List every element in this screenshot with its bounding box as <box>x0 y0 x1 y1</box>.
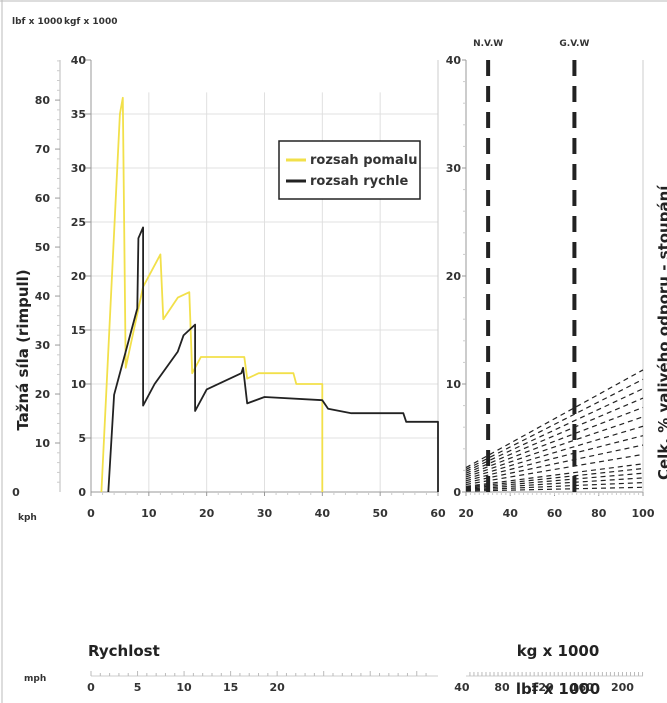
grade-line <box>466 478 643 489</box>
left-y-tick-label: 30 <box>35 339 51 352</box>
x-tick-label: 60 <box>430 507 446 520</box>
grade-line <box>466 407 643 475</box>
x-tick-label: 30 <box>257 507 273 520</box>
inner-axis-unit-1: kgf x 1000 <box>64 17 117 27</box>
x-unit-secondary: mph <box>24 674 46 684</box>
series-line-1 <box>108 227 438 492</box>
inner-y-tick-label: 10 <box>71 378 87 391</box>
right-y-tick-label: 20 <box>446 270 462 283</box>
left-y-tick-label: 20 <box>35 388 51 401</box>
left-axis-unit-1: lbf x 1000 <box>12 17 63 27</box>
vertical-marker-label: N.V.W <box>473 39 503 49</box>
vertical-marker-label: G.V.W <box>559 39 589 49</box>
grade-line <box>466 487 643 491</box>
right-y-tick-label: 10 <box>446 378 462 391</box>
left-y-tick-label: 80 <box>35 94 51 107</box>
left-y-tick-label: 70 <box>35 143 51 156</box>
inner-y-tick-label: 25 <box>71 216 86 229</box>
y-axis-title: Tažná síla (rimpull) <box>14 269 32 430</box>
grade-line <box>466 398 643 473</box>
lbf-tick-label: 80 <box>494 681 510 694</box>
grade-line <box>466 389 643 472</box>
mph-tick-label: 10 <box>176 681 192 694</box>
x-unit-primary: kph <box>18 513 37 523</box>
right-y-tick-label: 40 <box>446 54 462 67</box>
inner-y-tick-label: 15 <box>71 324 86 337</box>
left-y-tick-label: 50 <box>35 241 51 254</box>
right-y-tick-label: 30 <box>446 162 462 175</box>
x-tick-label: 20 <box>199 507 215 520</box>
right-y-axis-title: Celk. % valivého odporu - stoupání <box>655 185 667 480</box>
legend-box <box>279 141 420 199</box>
x-tick-label: 0 <box>87 507 95 520</box>
inner-y-tick-label: 0 <box>78 486 86 499</box>
left-y-tick-label: 10 <box>35 437 51 450</box>
x-axis-title: Rychlost <box>88 642 160 660</box>
legend: rozsah pomalu rozsah rychle <box>279 141 420 199</box>
right-x-tick-label: 40 <box>503 507 519 520</box>
left-y-tick-label: 40 <box>35 290 51 303</box>
lbf-tick-label: 40 <box>454 681 470 694</box>
inner-y-tick-label: 30 <box>71 162 87 175</box>
left-y-zero-label: 0 <box>12 486 20 499</box>
grade-line <box>466 464 643 487</box>
x-tick-label: 50 <box>373 507 389 520</box>
mph-tick-label: 0 <box>87 681 95 694</box>
inner-y-tick-label: 5 <box>78 432 86 445</box>
grade-line <box>466 445 643 483</box>
mph-tick-label: 20 <box>269 681 285 694</box>
inner-y-tick-label: 40 <box>71 54 87 67</box>
legend-label-rychle: rozsah rychle <box>310 174 409 189</box>
grade-line <box>466 417 643 477</box>
grade-line <box>466 483 643 491</box>
mph-tick-label: 5 <box>134 681 142 694</box>
x-tick-label: 40 <box>315 507 331 520</box>
grade-line <box>466 379 643 469</box>
grade-line <box>466 436 643 481</box>
inner-y-tick-label: 20 <box>71 270 87 283</box>
right-x-secondary-title: lbf x 1000 <box>516 680 600 698</box>
right-y-tick-label: 0 <box>453 486 461 499</box>
right-x-tick-label: 20 <box>458 507 474 520</box>
grade-line <box>466 473 643 488</box>
right-x-axis-title: kg x 1000 <box>517 642 600 660</box>
x-tick-label: 10 <box>141 507 157 520</box>
lbf-tick-label: 200 <box>611 681 634 694</box>
legend-label-pomalu: rozsah pomalu <box>310 153 417 168</box>
mph-tick-label: 15 <box>223 681 238 694</box>
right-x-tick-label: 80 <box>591 507 607 520</box>
left-y-tick-label: 60 <box>35 192 51 205</box>
right-x-tick-label: 100 <box>632 507 655 520</box>
right-x-tick-label: 60 <box>547 507 563 520</box>
inner-y-tick-label: 35 <box>71 108 86 121</box>
